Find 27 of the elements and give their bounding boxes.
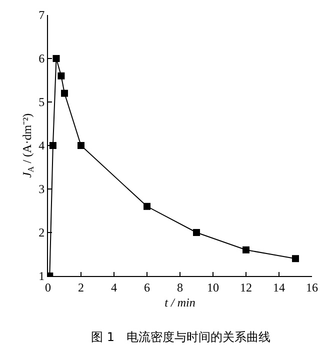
x-axis-title: t / min [164, 295, 196, 310]
y-tick-label: 5 [38, 95, 45, 110]
y-tick-label: 1 [38, 269, 45, 284]
x-tick-label: 6 [144, 280, 150, 294]
x-tick-label: 0 [45, 280, 51, 294]
y-tick-label: 2 [38, 226, 45, 240]
x-tick-label: 14 [273, 280, 285, 294]
point [52, 55, 60, 62]
x-tick-label: 8 [177, 280, 183, 294]
point [242, 246, 250, 254]
x-tick-label: 12 [240, 280, 252, 294]
x-tick-label: 2 [78, 280, 84, 294]
point [193, 229, 200, 236]
caption: 图 1 电流密度与时间的关系曲线 [91, 330, 270, 344]
y-tick-label: 7 [38, 8, 45, 22]
x-tick-label: 10 [207, 280, 219, 294]
x-tick-label: 16 [306, 280, 318, 294]
y-tick-label: 4 [38, 138, 45, 153]
point [78, 142, 84, 149]
point [61, 90, 68, 97]
point [58, 72, 65, 80]
point [49, 142, 56, 149]
y-tick-label: 6 [38, 52, 45, 66]
y-tick-label: 3 [38, 182, 45, 196]
x-tick-label: 4 [111, 280, 117, 294]
point [292, 255, 299, 262]
point [144, 202, 150, 210]
